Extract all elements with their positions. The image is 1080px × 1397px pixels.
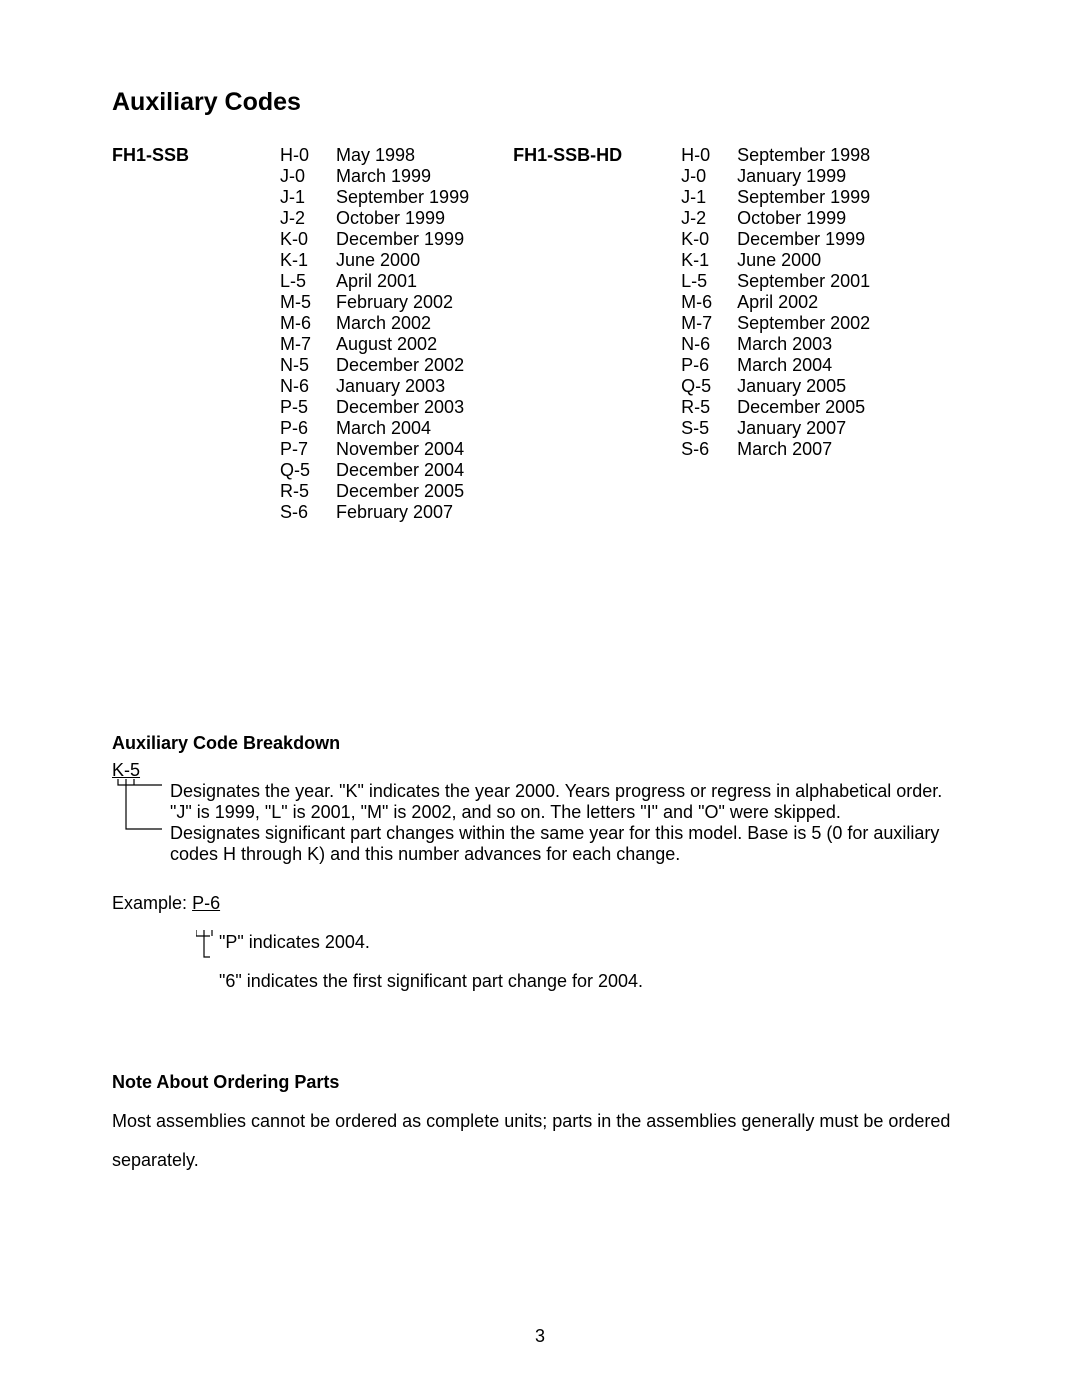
- aux-date: December 2004: [336, 460, 469, 481]
- aux-date: September 1999: [737, 187, 870, 208]
- aux-code: S-6: [280, 502, 336, 523]
- breakdown-text: "J" is 1999, "L" is 2001, "M" is 2002, a…: [170, 802, 968, 823]
- aux-date: October 1999: [737, 208, 870, 229]
- aux-date: January 2007: [737, 418, 870, 439]
- aux-code: S-6: [681, 439, 737, 460]
- aux-code: P-6: [280, 418, 336, 439]
- aux-date: April 2001: [336, 271, 469, 292]
- aux-date: May 1998: [336, 145, 469, 166]
- aux-date: June 2000: [336, 250, 469, 271]
- code-column: H-0J-0J-1J-2K-0K-1L-5M-6M-7N-6P-6Q-5R-5S…: [681, 145, 737, 523]
- aux-date: June 2000: [737, 250, 870, 271]
- aux-date: March 2007: [737, 439, 870, 460]
- aux-code: Q-5: [280, 460, 336, 481]
- aux-date: December 2005: [737, 397, 870, 418]
- aux-code: K-1: [280, 250, 336, 271]
- date-column: September 1998January 1999September 1999…: [737, 145, 870, 523]
- table-fh1-ssb: FH1-SSB H-0J-0J-1J-2K-0K-1L-5M-5M-6M-7N-…: [112, 145, 469, 523]
- example-code: P-6: [192, 893, 220, 913]
- aux-date: March 2004: [336, 418, 469, 439]
- aux-date: September 2001: [737, 271, 870, 292]
- aux-code: R-5: [681, 397, 737, 418]
- page: Auxiliary Codes FH1-SSB H-0J-0J-1J-2K-0K…: [0, 0, 1080, 1397]
- aux-code: R-5: [280, 481, 336, 502]
- aux-code: J-2: [681, 208, 737, 229]
- code-column: H-0J-0J-1J-2K-0K-1L-5M-5M-6M-7N-5N-6P-5P…: [280, 145, 336, 523]
- aux-code: N-6: [280, 376, 336, 397]
- breakdown-text: Designates significant part changes with…: [170, 823, 968, 844]
- aux-date: March 2004: [737, 355, 870, 376]
- aux-code: J-0: [681, 166, 737, 187]
- aux-code: M-6: [681, 292, 737, 313]
- aux-code: S-5: [681, 418, 737, 439]
- table-fh1-ssb-hd: FH1-SSB-HD H-0J-0J-1J-2K-0K-1L-5M-6M-7N-…: [513, 145, 870, 523]
- breakdown-heading: Auxiliary Code Breakdown: [112, 733, 968, 754]
- aux-date: November 2004: [336, 439, 469, 460]
- aux-code: H-0: [681, 145, 737, 166]
- aux-code: P-5: [280, 397, 336, 418]
- example-label: Example:: [112, 893, 187, 913]
- note-heading: Note About Ordering Parts: [112, 1072, 968, 1093]
- breakdown-text: Designates the year. "K" indicates the y…: [170, 781, 968, 802]
- date-column: May 1998March 1999September 1999October …: [336, 145, 469, 523]
- aux-date: April 2002: [737, 292, 870, 313]
- aux-date: December 2002: [336, 355, 469, 376]
- aux-date: September 2002: [737, 313, 870, 334]
- aux-date: September 1998: [737, 145, 870, 166]
- breakdown-text: codes H through K) and this number advan…: [170, 844, 968, 865]
- aux-code: J-0: [280, 166, 336, 187]
- aux-code: M-7: [681, 313, 737, 334]
- aux-date: December 2005: [336, 481, 469, 502]
- ordering-note: Note About Ordering Parts Most assemblie…: [112, 1072, 968, 1171]
- aux-code: N-5: [280, 355, 336, 376]
- breakdown-sample-code: K-5: [112, 760, 140, 780]
- aux-code: K-1: [681, 250, 737, 271]
- aux-date: December 2003: [336, 397, 469, 418]
- aux-date: December 1999: [737, 229, 870, 250]
- aux-code: P-6: [681, 355, 737, 376]
- breakdown-example: Example: P-6 "P" indicates 2004. "6" ind…: [112, 893, 968, 992]
- aux-code: H-0: [280, 145, 336, 166]
- example-text: "P" indicates 2004.: [219, 932, 968, 953]
- aux-code: K-0: [681, 229, 737, 250]
- model-label: FH1-SSB-HD: [513, 145, 681, 523]
- aux-code-tables: FH1-SSB H-0J-0J-1J-2K-0K-1L-5M-5M-6M-7N-…: [112, 145, 968, 523]
- aux-code-breakdown: Auxiliary Code Breakdown K-5 Designates …: [112, 733, 968, 992]
- aux-date: January 2005: [737, 376, 870, 397]
- note-text: Most assemblies cannot be ordered as com…: [112, 1111, 968, 1132]
- aux-code: J-1: [681, 187, 737, 208]
- aux-date: March 2003: [737, 334, 870, 355]
- aux-code: M-5: [280, 292, 336, 313]
- aux-code: P-7: [280, 439, 336, 460]
- aux-code: M-6: [280, 313, 336, 334]
- aux-date: February 2007: [336, 502, 469, 523]
- aux-code: Q-5: [681, 376, 737, 397]
- aux-code: J-2: [280, 208, 336, 229]
- aux-date: February 2002: [336, 292, 469, 313]
- note-text: separately.: [112, 1150, 968, 1171]
- aux-date: March 1999: [336, 166, 469, 187]
- aux-code: N-6: [681, 334, 737, 355]
- page-number: 3: [0, 1326, 1080, 1347]
- example-text: "6" indicates the first significant part…: [219, 971, 968, 992]
- aux-code: L-5: [280, 271, 336, 292]
- aux-code: K-0: [280, 229, 336, 250]
- aux-date: January 1999: [737, 166, 870, 187]
- aux-date: October 1999: [336, 208, 469, 229]
- aux-date: December 1999: [336, 229, 469, 250]
- page-title: Auxiliary Codes: [112, 88, 968, 117]
- aux-date: March 2002: [336, 313, 469, 334]
- aux-date: August 2002: [336, 334, 469, 355]
- aux-code: L-5: [681, 271, 737, 292]
- aux-code: J-1: [280, 187, 336, 208]
- aux-date: September 1999: [336, 187, 469, 208]
- aux-code: M-7: [280, 334, 336, 355]
- aux-date: January 2003: [336, 376, 469, 397]
- model-label: FH1-SSB: [112, 145, 280, 523]
- bracket-icon: [196, 930, 246, 976]
